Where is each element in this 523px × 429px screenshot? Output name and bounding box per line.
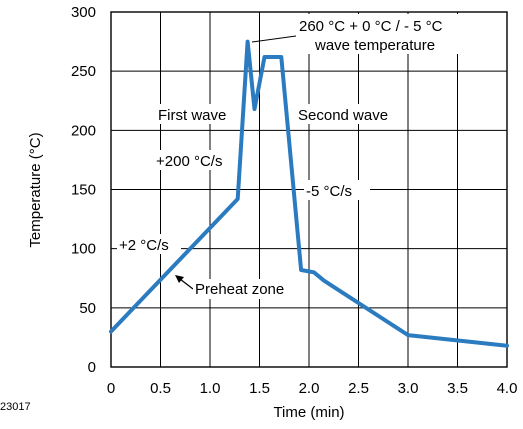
peak-spec-label: 260 °C + 0 °C / - 5 °C [299, 18, 443, 35]
y-tick-label: 150 [71, 182, 96, 199]
rate-minus5-background [304, 180, 370, 200]
temperature-profile-line [109, 39, 509, 348]
preheat-arrow-head [175, 275, 184, 283]
peak-label-background [298, 14, 466, 54]
x-axis-title: Time (min) [273, 404, 344, 421]
x-tick-label: 1.5 [249, 380, 270, 397]
rate-2-background [117, 234, 181, 254]
x-tick-label: 4.0 [497, 380, 518, 397]
y-tick-label: 50 [79, 300, 96, 317]
y-tick-label: 250 [71, 63, 96, 80]
first-wave-label: First wave [158, 107, 226, 124]
y-tick-label: 300 [71, 4, 96, 21]
preheat-label: Preheat zone [195, 281, 284, 298]
x-tick-label: 0.5 [150, 380, 171, 397]
rate-minus5-label: -5 °C/s [306, 183, 352, 200]
figure-id: 23017 [0, 401, 31, 413]
preheat-arrow-shaft [179, 278, 194, 290]
x-tick-labels: 0 0.5 1.0 1.5 2.0 2.5 3.0 3.5 4.0 [107, 380, 518, 397]
second-wave-background [295, 104, 401, 124]
y-tick-label: 200 [71, 122, 96, 139]
rate-200-background [154, 150, 234, 170]
x-tick-label: 2.0 [299, 380, 320, 397]
plot-frame [110, 11, 508, 368]
data-points [110, 41, 508, 346]
rate-2-label: +2 °C/s [119, 237, 169, 254]
x-tick-label: 0 [107, 380, 115, 397]
x-tick-label: 3.0 [398, 380, 419, 397]
preheat-background [193, 279, 299, 299]
rate-200-label: +200 °C/s [156, 153, 222, 170]
second-wave-label: Second wave [298, 107, 388, 124]
x-tick-label: 3.5 [447, 380, 468, 397]
x-tick-label: 2.5 [348, 380, 369, 397]
peak-spec-sublabel: wave temperature [314, 37, 435, 54]
first-wave-background [155, 104, 237, 124]
y-tick-label: 0 [88, 359, 96, 376]
y-tick-label: 100 [71, 241, 96, 258]
y-tick-labels: 0 50 100 150 200 250 300 [71, 4, 96, 376]
y-axis-title: Temperature (°C) [27, 132, 44, 247]
x-tick-label: 1.0 [200, 380, 221, 397]
peak-annotation-leader [251, 35, 297, 43]
